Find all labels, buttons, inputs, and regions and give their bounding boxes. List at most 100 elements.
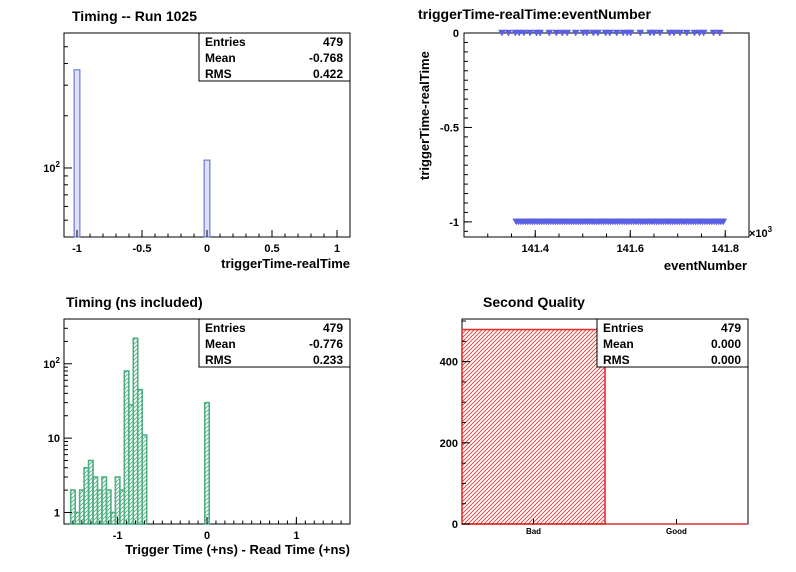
stats-rms-value: 0.422 bbox=[313, 67, 343, 81]
stats-rms-label: RMS bbox=[205, 353, 232, 367]
stats-entries-value: 479 bbox=[323, 35, 343, 49]
y-tick-label: 0 bbox=[453, 28, 459, 40]
scatter-marker bbox=[676, 29, 684, 37]
stats-rms-label: RMS bbox=[603, 353, 630, 367]
x-tick-label: -0.5 bbox=[133, 243, 152, 255]
scatter-marker bbox=[612, 29, 621, 37]
scatter-marker bbox=[636, 29, 645, 37]
scatter-marker bbox=[605, 29, 614, 37]
y-tick-label: 200 bbox=[440, 438, 458, 450]
y-tick-label: 0 bbox=[452, 519, 458, 531]
x-tick-label: 1 bbox=[334, 243, 340, 255]
chart-title: triggerTime-realTime:eventNumber bbox=[418, 6, 651, 22]
y-tick-label: -0.5 bbox=[440, 122, 459, 134]
trigger-vs-event-scatter-pad: triggerTime-realTime:eventNumber 141.4 14… bbox=[398, 0, 796, 286]
scatter-marker bbox=[536, 29, 545, 37]
scatter-marker bbox=[626, 29, 635, 37]
scatter-marker bbox=[552, 29, 561, 37]
x-tick-label: 141.8 bbox=[711, 243, 739, 255]
stats-mean-label: Mean bbox=[603, 337, 634, 351]
histogram-bar bbox=[461, 328, 606, 525]
x-axis-label: Trigger Time (+ns) - Read Time (+ns) bbox=[125, 542, 350, 557]
scatter-marker bbox=[709, 29, 718, 37]
scatter-marker bbox=[656, 29, 664, 37]
timing-run-histogram-pad: Timing -- Run 1025 -1 -0.5 0 0.5 1 102 trigge… bbox=[0, 0, 398, 286]
scatter-marker bbox=[715, 29, 724, 37]
y-tick-label: 1 bbox=[54, 507, 60, 519]
stats-rms-value: 0.000 bbox=[711, 353, 741, 367]
stats-mean-label: Mean bbox=[205, 337, 236, 351]
y-tick-label: -1 bbox=[449, 217, 459, 229]
scatter-marker bbox=[699, 29, 708, 37]
y-axis-label: triggerTime-realTime bbox=[417, 51, 432, 180]
stats-mean-value: -0.768 bbox=[309, 51, 343, 65]
stats-box: Entries 479 Mean 0.000 RMS 0.000 bbox=[596, 318, 749, 368]
axes: Bad Good 0 200 400 bbox=[440, 320, 687, 536]
x-tick-label: 0 bbox=[204, 530, 210, 542]
histogram-bar bbox=[203, 159, 211, 238]
scatter-marker bbox=[649, 29, 658, 37]
stats-box: Entries 479 Mean -0.776 RMS 0.233 bbox=[198, 318, 351, 368]
stats-entries-label: Entries bbox=[603, 321, 644, 335]
y-tick-label: 10 bbox=[48, 433, 60, 445]
axes: -1 -0.5 0 0.5 1 102 bbox=[43, 46, 351, 255]
scatter-marker bbox=[582, 29, 591, 37]
scatter-marker bbox=[558, 29, 567, 37]
x-axis-multiplier: ×103 bbox=[749, 225, 773, 240]
axes: 141.4 141.6 141.8 0 -0.5 -1 bbox=[440, 28, 750, 255]
scatter-marker bbox=[498, 29, 506, 37]
scatter-marker bbox=[719, 218, 728, 226]
y-tick-label: 400 bbox=[440, 357, 458, 369]
x-tick-label: 1 bbox=[293, 530, 299, 542]
axes: -1 0 1 1 10 102 bbox=[43, 327, 342, 542]
scatter-marker bbox=[515, 29, 524, 37]
plot-frame bbox=[463, 32, 750, 238]
x-axis-label: eventNumber bbox=[664, 258, 747, 273]
x-tick-label: 141.4 bbox=[521, 243, 549, 255]
stats-rms-value: 0.233 bbox=[313, 353, 343, 367]
x-tick-label: -1 bbox=[72, 243, 82, 255]
histogram-bar bbox=[141, 434, 148, 525]
second-quality-histogram: Second Quality Bad Good 0 200 400 Entries 47… bbox=[440, 294, 749, 536]
scatter-marker bbox=[690, 29, 699, 37]
scatter-points bbox=[498, 29, 728, 226]
chart-title: Timing (ns included) bbox=[66, 294, 203, 310]
y-tick-label: 102 bbox=[43, 160, 60, 175]
scatter-marker bbox=[545, 29, 554, 37]
x-tick-label: -1 bbox=[113, 530, 123, 542]
scatter-marker bbox=[519, 29, 528, 37]
timing-ns-histogram-pad: Timing (ns included) -1 0 1 1 10 102 Trigger … bbox=[0, 286, 398, 572]
scatter-marker bbox=[526, 29, 534, 37]
stats-mean-value: -0.776 bbox=[309, 337, 343, 351]
timing-ns-histogram: Timing (ns included) -1 0 1 1 10 102 Trigger … bbox=[43, 294, 351, 557]
stats-mean-value: 0.000 bbox=[711, 337, 741, 351]
x-tick-label: 141.6 bbox=[616, 243, 644, 255]
histogram-bars bbox=[461, 328, 748, 525]
stats-entries-label: Entries bbox=[205, 35, 246, 49]
scatter-marker bbox=[594, 29, 602, 37]
stats-box: Entries 479 Mean -0.768 RMS 0.422 bbox=[198, 32, 351, 82]
histogram-bar bbox=[203, 401, 211, 525]
chart-title: Second Quality bbox=[483, 294, 585, 310]
stats-entries-value: 479 bbox=[721, 321, 741, 335]
trigger-vs-event-scatter: triggerTime-realTime:eventNumber 141.4 14… bbox=[417, 6, 773, 273]
scatter-marker bbox=[563, 29, 572, 37]
scatter-marker bbox=[682, 29, 691, 37]
chart-title: Timing -- Run 1025 bbox=[72, 8, 197, 24]
timing-run-histogram: Timing -- Run 1025 -1 -0.5 0 0.5 1 102 trigge… bbox=[43, 8, 351, 271]
scatter-marker bbox=[571, 29, 580, 37]
scatter-marker bbox=[504, 29, 513, 37]
second-quality-histogram-pad: Second Quality Bad Good 0 200 400 Entries 47… bbox=[398, 286, 796, 572]
x-category-label: Bad bbox=[526, 527, 541, 536]
x-tick-label: 0 bbox=[204, 243, 210, 255]
stats-mean-label: Mean bbox=[205, 51, 236, 65]
x-axis-label: triggerTime-realTime bbox=[221, 256, 350, 271]
scatter-marker bbox=[670, 29, 678, 37]
x-tick-label: 0.5 bbox=[264, 243, 279, 255]
stats-entries-value: 479 bbox=[323, 321, 343, 335]
x-category-label: Good bbox=[666, 527, 687, 536]
stats-rms-label: RMS bbox=[205, 67, 232, 81]
histogram-bar bbox=[73, 69, 81, 238]
stats-entries-label: Entries bbox=[205, 321, 246, 335]
y-tick-label: 102 bbox=[43, 356, 60, 371]
